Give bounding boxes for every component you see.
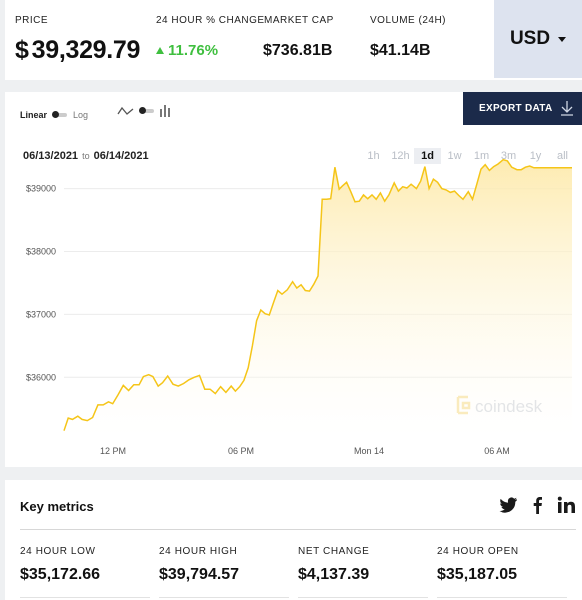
currency-selector[interactable]: USD [494,0,582,78]
switch-knob [52,111,60,118]
download-icon [561,101,573,116]
metric-label: 24 HOUR OPEN [437,546,519,557]
watermark-text: coindesk [475,397,543,416]
x-tick-label: 12 PM [100,446,126,456]
range-button-1m[interactable]: 1m [473,150,490,162]
date-to-word: to [82,151,90,161]
range-button-all[interactable]: all [556,150,568,162]
range-button-1w[interactable]: 1w [447,150,462,162]
price-line [63,158,572,431]
x-tick-label: Mon 14 [354,446,384,456]
price-header: PRICE $39,329.79 24 HOUR % CHANGE 11.76%… [5,0,582,80]
date-from: 06/13/2021 [23,150,79,162]
time-range-buttons: 1h 12h 1d 1w 1m 3m 1y all [360,148,576,164]
change-number: 11.76% [168,42,219,59]
scale-switch[interactable] [52,111,68,118]
price-number: 39,329.79 [31,36,141,64]
price-chart-card: $36000 $37000 $38000 $39000 12 PM 06 PM Mon 1… [5,92,582,467]
coindesk-watermark: coindesk [456,395,543,416]
change-label: 24 HOUR % CHANGE [156,15,265,26]
metric-value: $39,794.57 [159,566,240,583]
twitter-icon[interactable] [498,496,518,514]
currency-label: USD [509,28,551,49]
metric-divider [159,597,289,598]
range-button-1d[interactable]: 1d [414,148,441,164]
metric-divider [437,597,567,598]
scale-log-label: Log [73,110,89,120]
range-button-3m[interactable]: 3m [500,150,517,162]
price-symbol: $ [15,36,29,64]
metrics-divider [20,529,576,530]
price-chart: $36000 $37000 $38000 $39000 12 PM 06 PM Mon 1… [26,158,572,456]
x-tick-label: 06 AM [484,446,510,456]
scale-linear-label: Linear [20,110,48,120]
x-tick-label: 06 PM [228,446,254,456]
linkedin-icon[interactable] [557,496,577,514]
range-button-12h[interactable]: 12h [391,150,410,162]
export-label: EXPORT DATA [479,103,553,114]
scale-toggle[interactable]: Linear Log [20,110,88,120]
switch-knob [139,107,146,114]
metric-label: 24 HOUR LOW [20,546,96,557]
change-value: 11.76% [156,42,218,59]
market-cap-value: $736.81B [263,42,333,59]
price-value: $39,329.79 [15,36,140,65]
volume-label: VOLUME (24H) [370,15,447,26]
price-area-fill [64,159,572,437]
key-metrics-card: Key metrics 24 HOUR LOW $35,172.66 24 HOUR… [5,480,582,600]
caret-down-icon [558,36,567,42]
up-arrow-icon [156,47,164,54]
metric-divider [20,597,150,598]
metric-value: $4,137.39 [298,566,370,583]
bar-chart-icon[interactable] [159,104,173,118]
metric-value: $35,187.05 [437,566,518,583]
line-chart-icon[interactable] [117,104,135,118]
coindesk-logo-icon [456,395,471,415]
facebook-icon[interactable] [531,496,543,514]
metric-divider [298,597,428,598]
y-tick-label: $38000 [26,246,56,256]
range-button-1h[interactable]: 1h [367,150,380,162]
export-data-button[interactable]: EXPORT DATA [463,92,582,125]
y-tick-label: $36000 [26,372,56,382]
key-metrics-title: Key metrics [20,499,94,514]
market-cap-label: MARKET CAP [264,15,334,26]
date-range[interactable]: 06/13/2021 to 06/14/2021 [23,150,149,162]
y-tick-label: $39000 [26,184,56,194]
volume-value: $41.14B [370,42,431,59]
chart-type-toggle[interactable] [117,104,173,118]
date-to: 06/14/2021 [93,150,149,162]
metric-label: 24 HOUR HIGH [159,546,238,557]
chart-type-switch[interactable] [139,107,154,114]
metric-label: NET CHANGE [298,546,370,557]
metric-value: $35,172.66 [20,566,101,583]
y-tick-label: $37000 [26,309,56,319]
range-button-1y[interactable]: 1y [529,150,542,162]
price-label: PRICE [15,15,49,26]
